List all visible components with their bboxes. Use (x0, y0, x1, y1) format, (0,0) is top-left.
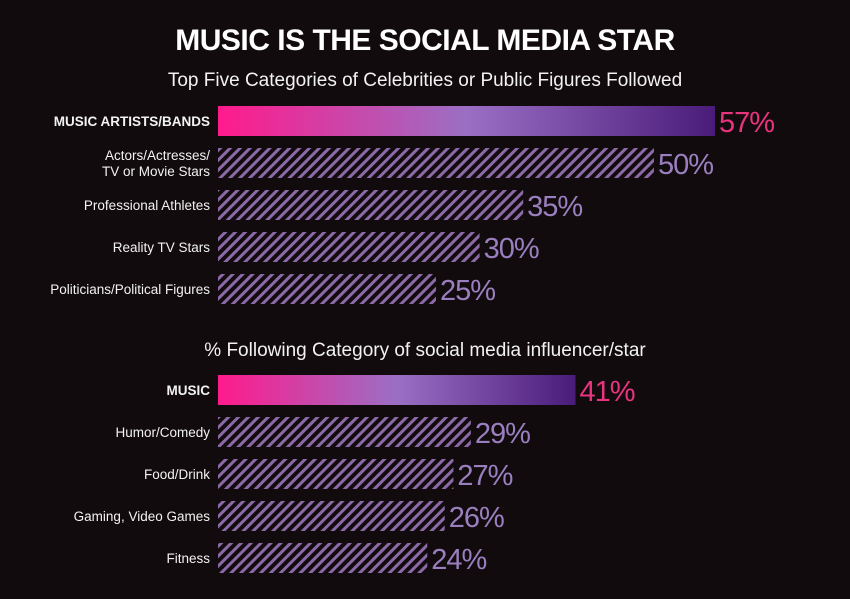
value-label: 35% (527, 191, 582, 223)
category-label: Reality TV Stars (113, 240, 211, 255)
bar (218, 375, 576, 405)
chart-subtitle-influencers: % Following Category of social media inf… (204, 340, 646, 361)
category-label: Politicians/Political Figures (50, 282, 210, 297)
bar (218, 459, 454, 489)
value-label: 41% (579, 376, 634, 408)
bar (218, 501, 445, 531)
value-label: 24% (431, 544, 486, 576)
value-label: 27% (457, 460, 512, 492)
bar (218, 232, 480, 262)
chart-title: MUSIC IS THE SOCIAL MEDIA STAR (175, 24, 675, 57)
bar (218, 148, 654, 178)
category-label: Gaming, Video Games (74, 509, 211, 524)
bar (218, 190, 524, 220)
chart-subtitle-celebrities: Top Five Categories of Celebrities or Pu… (167, 70, 683, 91)
bar (218, 543, 428, 573)
category-label: Actors/Actresses/TV or Movie Stars (102, 148, 210, 179)
bar (218, 106, 715, 136)
category-label: MUSIC ARTISTS/BANDS (54, 114, 210, 129)
value-label: 50% (658, 149, 713, 181)
value-label: 30% (484, 233, 539, 265)
category-label: Professional Athletes (84, 198, 210, 213)
value-label: 25% (440, 275, 495, 307)
bar (218, 417, 471, 447)
category-label: MUSIC (167, 383, 211, 398)
bar (218, 274, 436, 304)
category-label: Humor/Comedy (115, 425, 210, 440)
value-label: 26% (449, 502, 504, 534)
value-label: 29% (475, 418, 530, 450)
value-label: 57% (719, 107, 774, 139)
category-label: Fitness (166, 551, 210, 566)
category-label: Food/Drink (144, 467, 210, 482)
